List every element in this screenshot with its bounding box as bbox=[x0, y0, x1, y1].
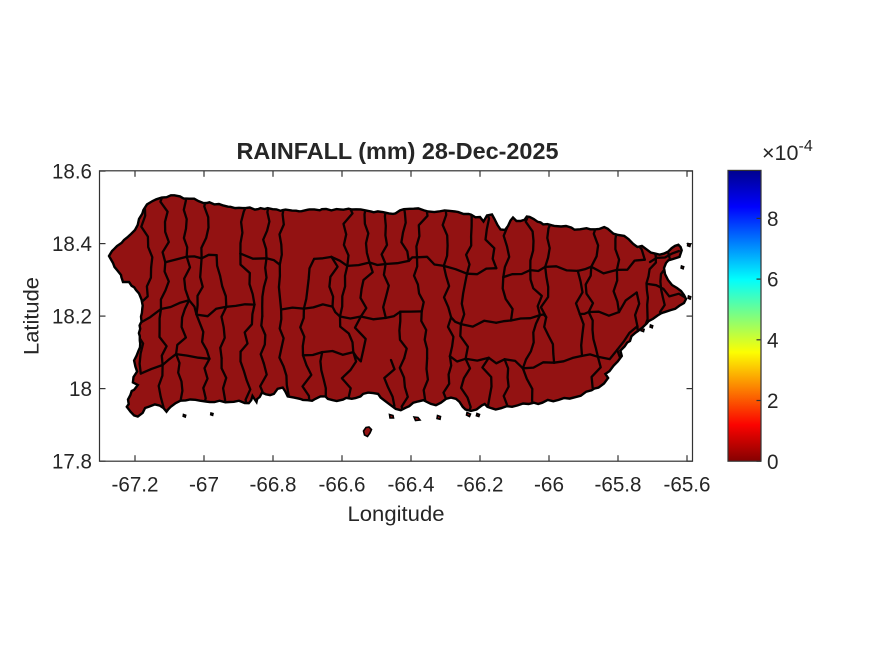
svg-text:RAINFALL (mm) 28-Dec-2025: RAINFALL (mm) 28-Dec-2025 bbox=[237, 138, 559, 164]
svg-text:0: 0 bbox=[767, 450, 779, 474]
svg-text:8: 8 bbox=[767, 207, 779, 231]
svg-text:×10-4: ×10-4 bbox=[762, 138, 813, 165]
svg-text:-65.6: -65.6 bbox=[664, 473, 711, 497]
svg-text:-66.6: -66.6 bbox=[319, 473, 366, 497]
svg-text:17.8: 17.8 bbox=[52, 450, 92, 474]
svg-text:6: 6 bbox=[767, 268, 779, 292]
svg-text:-65.8: -65.8 bbox=[595, 473, 642, 497]
svg-text:-66: -66 bbox=[534, 473, 564, 497]
svg-text:18.6: 18.6 bbox=[52, 160, 92, 184]
svg-text:Latitude: Latitude bbox=[20, 277, 44, 355]
svg-text:-66.4: -66.4 bbox=[388, 473, 435, 497]
svg-text:18.4: 18.4 bbox=[52, 232, 92, 256]
svg-text:-66.2: -66.2 bbox=[457, 473, 504, 497]
svg-text:Longitude: Longitude bbox=[348, 502, 445, 526]
svg-text:-66.8: -66.8 bbox=[250, 473, 297, 497]
svg-text:-67.2: -67.2 bbox=[112, 473, 159, 497]
svg-text:-67: -67 bbox=[189, 473, 219, 497]
svg-text:18.2: 18.2 bbox=[52, 305, 92, 329]
svg-text:18: 18 bbox=[69, 377, 92, 401]
svg-text:2: 2 bbox=[767, 389, 779, 413]
svg-text:4: 4 bbox=[767, 328, 779, 352]
